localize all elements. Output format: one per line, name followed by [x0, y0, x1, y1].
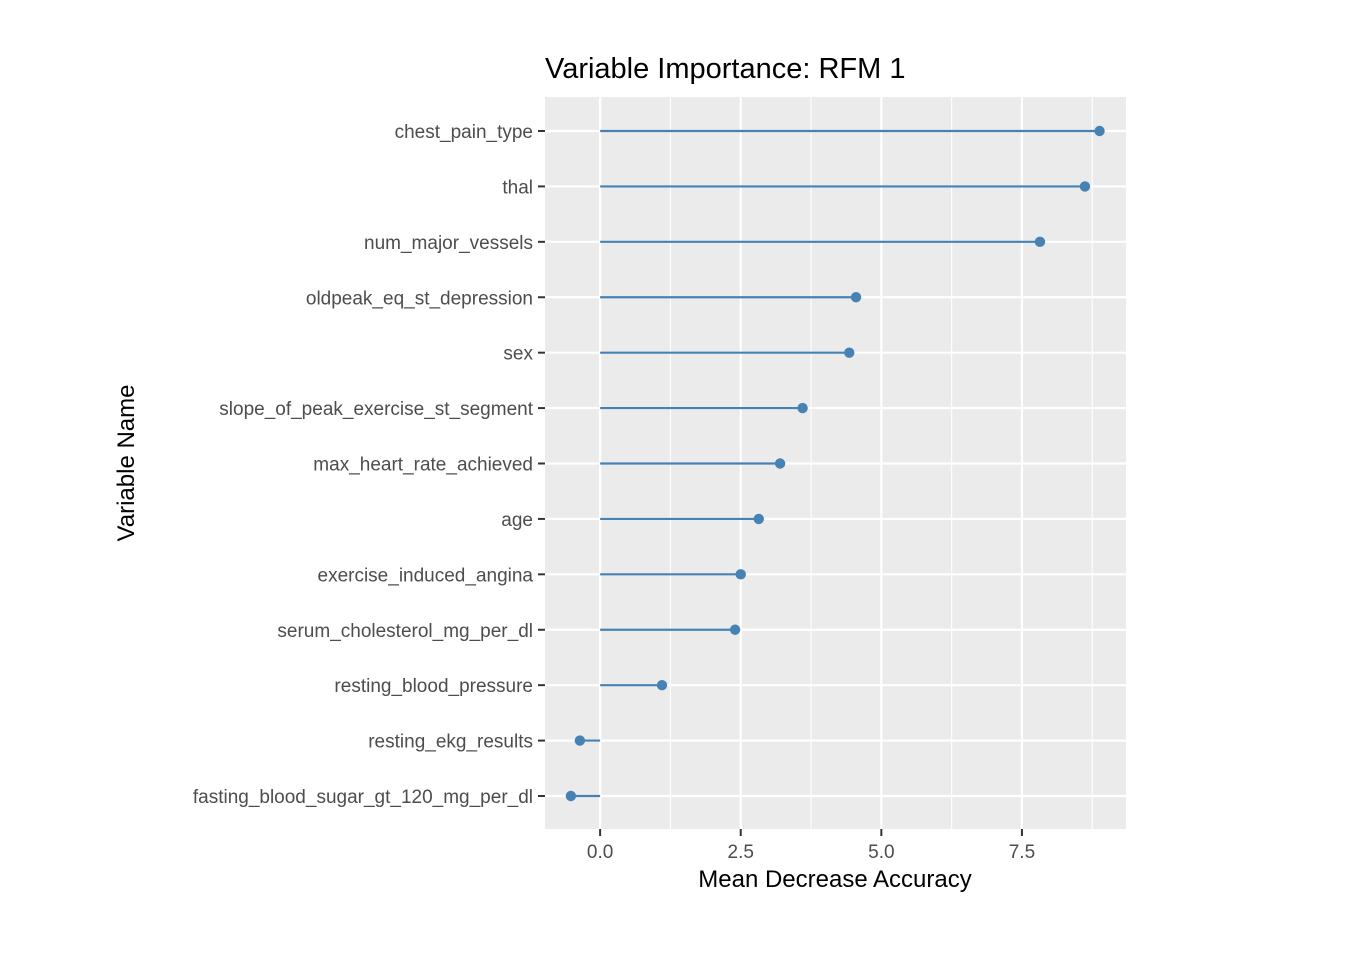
lollipop-point: [656, 679, 668, 691]
x-tick-label: 2.5: [728, 842, 754, 863]
lollipop-point: [850, 292, 862, 303]
y-tick-label: fasting_blood_sugar_gt_120_mg_per_dl: [193, 787, 533, 808]
y-tick-label: chest_pain_type: [395, 122, 533, 143]
y-tick-label: oldpeak_eq_st_depression: [306, 288, 533, 309]
y-tick-label: max_heart_rate_achieved: [313, 455, 533, 476]
lollipop-point: [735, 569, 746, 580]
x-axis-title: Mean Decrease Accuracy: [698, 866, 971, 893]
x-tick-label: 0.0: [587, 842, 613, 863]
y-tick-label: age: [501, 510, 533, 531]
lollipop-point: [844, 347, 855, 358]
lollipop-point: [1094, 125, 1105, 137]
lollipop-point: [1079, 181, 1091, 192]
x-tick-label: 5.0: [868, 842, 894, 863]
y-tick-label: thal: [502, 177, 533, 198]
y-tick-label: exercise_induced_angina: [318, 565, 534, 586]
y-tick-label: num_major_vessels: [364, 233, 533, 254]
y-tick-label: sex: [503, 344, 533, 365]
lollipop-point: [729, 624, 741, 635]
y-tick-label: slope_of_peak_exercise_st_segment: [219, 399, 533, 420]
lollipop-marks: [565, 125, 1105, 802]
y-tick-label: resting_blood_pressure: [334, 676, 533, 697]
x-axis: 0.0 2.5 5.0 7.5: [587, 829, 1035, 863]
x-tick-label: 7.5: [1009, 842, 1035, 863]
y-tick-label: resting_ekg_results: [368, 732, 533, 753]
y-tick-label: serum_cholesterol_mg_per_dl: [277, 621, 533, 642]
lollipop-point: [753, 513, 764, 525]
chart-title: Variable Importance: RFM 1: [545, 53, 906, 85]
lollipop-point: [797, 402, 808, 414]
y-axis-title: Variable Name: [113, 385, 140, 542]
lollipop-point: [574, 735, 586, 746]
lollipop-point: [565, 790, 577, 802]
lollipop-point: [1034, 236, 1046, 248]
lollipop-point: [774, 458, 786, 469]
